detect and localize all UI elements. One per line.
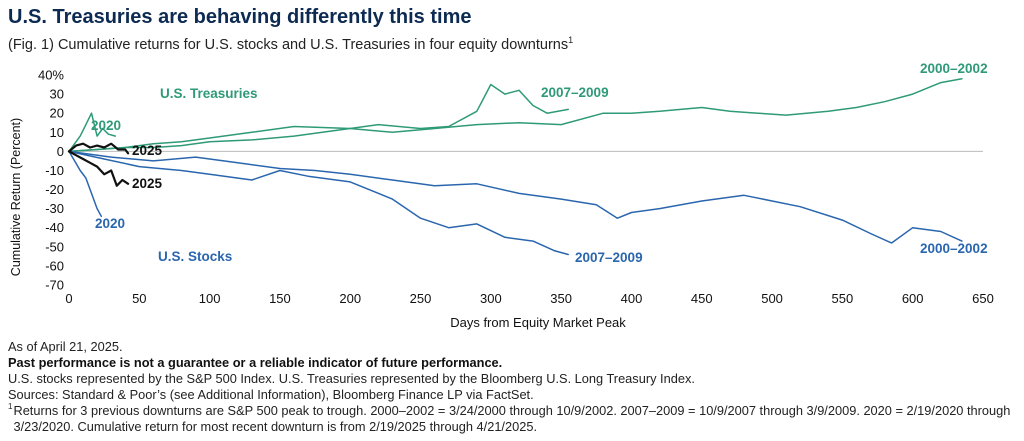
x-tick-label: 650 [972,291,994,306]
series-line-stocks-2007-2009 [68,150,569,256]
label-stocks-2020: 2020 [95,216,125,231]
x-tick-label: 600 [902,291,924,306]
label-treasuries-2025: 2025 [132,143,163,158]
subtitle-footnote-mark: 1 [568,35,574,45]
footnote-text: Returns for 3 previous downturns are S&P… [13,403,1011,434]
series-line-treasuries-2020 [68,112,117,153]
x-tick-label: 550 [832,291,854,306]
x-tick-label: 0 [65,291,72,306]
y-tick-label: 10 [50,125,64,140]
x-tick-label: 100 [199,291,221,306]
sources: Sources: Standard & Poor’s (see Addition… [8,387,534,402]
series-line-stocks-2020 [68,150,103,218]
as-of-date: As of April 21, 2025. [8,339,123,354]
x-tick-label: 150 [269,291,291,306]
page-title: U.S. Treasuries are behaving differently… [8,6,472,28]
chart-notes: As of April 21, 2025. Past performance i… [8,339,1018,435]
subtitle-text: (Fig. 1) Cumulative returns for U.S. sto… [8,36,569,53]
series-line-stocks-2025-current [67,150,130,187]
y-tick-label: 20 [50,106,64,121]
performance-disclaimer: Past performance is not a guarantee or a… [8,355,503,370]
y-tick-label: -20 [45,182,64,197]
footnote: 1 Returns for 3 previous downturns are S… [8,403,1018,435]
y-tick-label: 40% [38,68,64,83]
y-tick-label: -60 [45,258,64,273]
series-line-treasuries-2000-2002 [68,78,963,153]
y-tick-label: -70 [45,278,64,293]
label-stocks-group: U.S. Stocks [158,249,232,264]
y-axis-label: Cumulative Return (Percent) [9,118,23,276]
y-tick-label: 0 [57,144,64,159]
x-tick-label: 500 [761,291,783,306]
series-line-treasuries-2025-current [67,142,130,155]
x-tick-labels: 0 50 100 150 200 250 300 350 400 450 500 550 600 650 [65,291,993,306]
series-lines [67,78,963,256]
x-axis-label: Days from Equity Market Peak [450,315,626,330]
y-tick-label: -50 [45,239,64,254]
chart-subtitle: (Fig. 1) Cumulative returns for U.S. sto… [8,35,573,53]
index-representation: U.S. stocks represented by the S&P 500 I… [8,371,695,386]
y-tick-label: -10 [45,163,64,178]
label-stocks-2025: 2025 [132,176,163,191]
x-tick-label: 450 [691,291,713,306]
label-treasuries-2007-2009: 2007–2009 [541,85,609,100]
x-tick-label: 350 [550,291,572,306]
label-treasuries-2020: 2020 [91,118,121,133]
series-line-stocks-2000-2002 [68,150,963,244]
x-tick-label: 50 [132,291,146,306]
x-tick-label: 300 [480,291,502,306]
footnote-mark: 1 [8,402,13,411]
y-tick-labels: 40% 30 20 10 0 -10 -20 -30 -40 -50 -60 -70 [38,68,64,293]
y-tick-label: -30 [45,201,64,216]
label-treasuries-group: U.S. Treasuries [160,86,258,101]
y-tick-label: -40 [45,220,64,235]
label-treasuries-2000-2002: 2000–2002 [920,61,988,76]
label-stocks-2000-2002: 2000–2002 [920,241,988,256]
label-stocks-2007-2009: 2007–2009 [575,250,643,265]
series-labels: U.S. Treasuries U.S. Stocks 2000–2002 20… [91,61,988,265]
x-tick-label: 400 [621,291,643,306]
y-tick-label: 30 [50,87,64,102]
x-tick-label: 250 [410,291,432,306]
series-line-treasuries-2007-2009 [68,83,569,153]
x-tick-label: 200 [339,291,361,306]
